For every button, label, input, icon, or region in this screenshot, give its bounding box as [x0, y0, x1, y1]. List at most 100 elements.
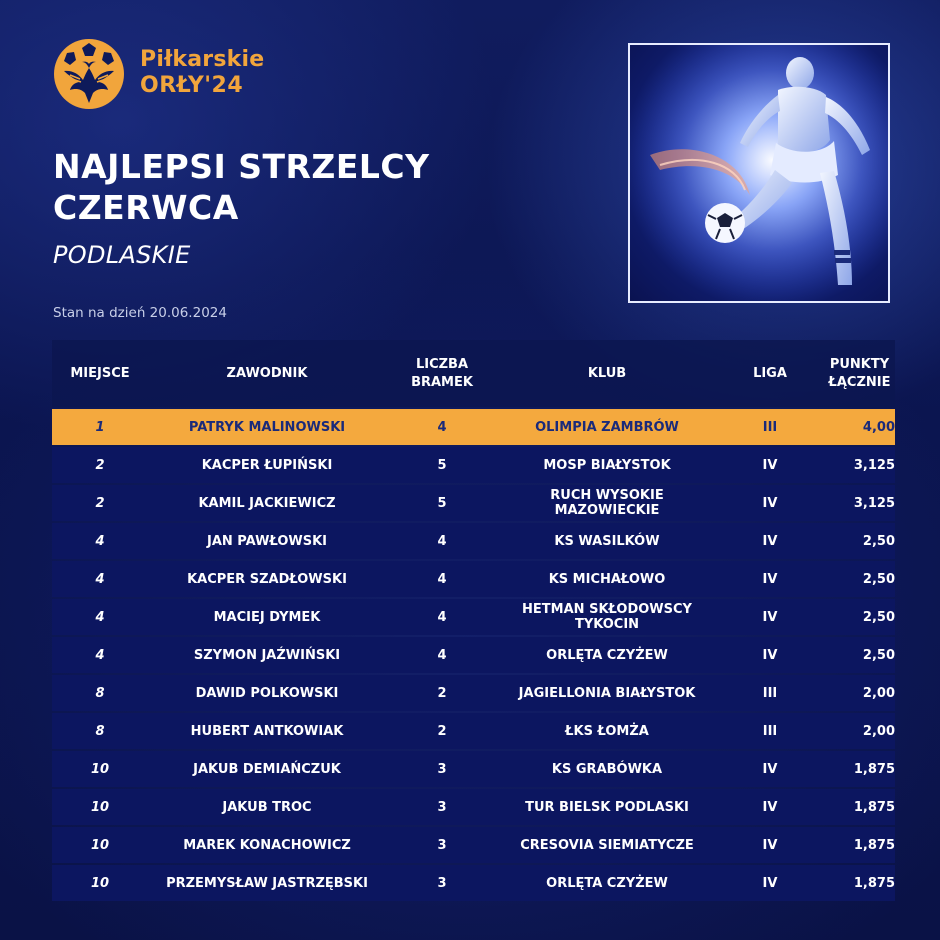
cell-club: KS GRABÓWKA [551, 761, 663, 777]
table-row: 10 JAKUB TROC 3 TUR BIELSK PODLASKI IV 1… [52, 789, 895, 825]
header-points-line2: ŁĄCZNIE [828, 374, 891, 390]
table-row: 1 PATRYK MALINOWSKI 4 OLIMPIA ZAMBRÓW II… [52, 409, 895, 445]
cell-league: IV [762, 571, 778, 587]
cell-league: IV [762, 761, 778, 777]
cell-player: SZYMON JAŹWIŃSKI [193, 647, 341, 663]
cell-league: IV [762, 647, 778, 663]
cell-points: 1,875 [853, 799, 895, 815]
cell-place: 8 [95, 685, 105, 701]
cell-goals: 5 [437, 495, 447, 511]
cell-points: 2,00 [862, 685, 895, 701]
cell-place: 4 [95, 609, 105, 625]
cell-player: PATRYK MALINOWSKI [188, 419, 346, 435]
table-row: 10 MAREK KONACHOWICZ 3 CRESOVIA SIEMIATY… [52, 827, 895, 863]
cell-points: 1,875 [853, 837, 895, 853]
cell-goals: 3 [437, 837, 447, 853]
header-goals: LICZBA BRAMEK [386, 356, 498, 392]
table-row: 4 MACIEJ DYMEK 4 HETMAN SKŁODOWSCY TYKOC… [52, 599, 895, 635]
cell-goals: 2 [437, 723, 447, 739]
cell-league: IV [762, 609, 778, 625]
region-subtitle: PODLASKIE [53, 241, 191, 269]
cell-place: 1 [95, 419, 105, 435]
cell-goals: 4 [437, 647, 447, 663]
cell-league: III [762, 419, 778, 435]
cell-place: 10 [90, 761, 110, 777]
table-row: 2 KAMIL JACKIEWICZ 5 RUCH WYSOKIE MAZOWI… [52, 485, 895, 521]
cell-place: 4 [95, 647, 105, 663]
header-goals-line1: LICZBA [415, 356, 469, 372]
cell-league: IV [762, 837, 778, 853]
cell-points: 2,50 [862, 609, 895, 625]
cell-club: KS WASILKÓW [554, 533, 660, 549]
table-row: 8 HUBERT ANTKOWIAK 2 ŁKS ŁOMŻA III 2,00 [52, 713, 895, 749]
football-player-kick-illustration [630, 45, 888, 301]
table-row: 10 PRZEMYSŁAW JASTRZĘBSKI 3 ORLĘTA CZYŻE… [52, 865, 895, 901]
cell-goals: 2 [437, 685, 447, 701]
cell-player: DAWID POLKOWSKI [195, 685, 339, 701]
cell-club: HETMAN SKŁODOWSCY TYKOCIN [522, 602, 692, 632]
cell-place: 10 [90, 837, 110, 853]
brand-line2: ORŁY'24 [140, 73, 244, 98]
cell-points: 3,125 [853, 457, 895, 473]
brand-line1: Piłkarskie [140, 47, 265, 72]
table-row: 4 KACPER SZADŁOWSKI 4 KS MICHAŁOWO IV 2,… [52, 561, 895, 597]
title-line1: NAJLEPSI STRZELCY [53, 147, 430, 186]
table-row: 10 JAKUB DEMIAŃCZUK 3 KS GRABÓWKA IV 1,8… [52, 751, 895, 787]
cell-club: ORLĘTA CZYŻEW [546, 647, 668, 663]
cell-league: IV [762, 457, 778, 473]
cell-club: TUR BIELSK PODLASKI [525, 799, 689, 815]
cell-player: PRZEMYSŁAW JASTRZĘBSKI [166, 875, 368, 891]
cell-league: IV [762, 875, 778, 891]
page-title: NAJLEPSI STRZELCY CZERWCA [53, 146, 523, 228]
hero-image [628, 43, 890, 303]
cell-player: MAREK KONACHOWICZ [183, 837, 351, 853]
cell-points: 2,50 [862, 647, 895, 663]
cell-goals: 4 [437, 609, 447, 625]
cell-club: CRESOVIA SIEMIATYCZE [520, 837, 694, 853]
header-league: LIGA [753, 365, 787, 381]
title-line2: CZERWCA [53, 188, 239, 227]
cell-club: ORLĘTA CZYŻEW [546, 875, 668, 891]
cell-points: 2,00 [862, 723, 895, 739]
cell-club: RUCH WYSOKIE MAZOWIECKIE [550, 488, 664, 518]
cell-club: JAGIELLONIA BIAŁYSTOK [518, 685, 696, 701]
header-club: KLUB [587, 365, 627, 381]
header-points: PUNKTY ŁĄCZNIE [824, 356, 895, 392]
cell-goals: 3 [437, 761, 447, 777]
header-place: MIEJSCE [70, 365, 130, 381]
cell-player: KACPER ŁUPIŃSKI [201, 457, 333, 473]
cell-goals: 3 [437, 875, 447, 891]
cell-player: MACIEJ DYMEK [213, 609, 321, 625]
cell-place: 2 [95, 495, 105, 511]
table-row: 4 JAN PAWŁOWSKI 4 KS WASILKÓW IV 2,50 [52, 523, 895, 559]
cell-points: 2,50 [862, 533, 895, 549]
table-row: 2 KACPER ŁUPIŃSKI 5 MOSP BIAŁYSTOK IV 3,… [52, 447, 895, 483]
table-header: MIEJSCE ZAWODNIK LICZBA BRAMEK KLUB LIGA… [52, 340, 895, 407]
cell-league: III [762, 685, 778, 701]
cell-goals: 4 [437, 533, 447, 549]
cell-player: JAKUB DEMIAŃCZUK [193, 761, 341, 777]
header-goals-line2: BRAMEK [411, 374, 473, 390]
cell-club: KS MICHAŁOWO [548, 571, 666, 587]
cell-place: 10 [90, 799, 110, 815]
cell-points: 2,50 [862, 571, 895, 587]
cell-league: III [762, 723, 778, 739]
cell-player: JAKUB TROC [222, 799, 312, 815]
cell-goals: 3 [437, 799, 447, 815]
cell-club: OLIMPIA ZAMBRÓW [535, 419, 679, 435]
cell-league: IV [762, 495, 778, 511]
cell-points: 4,00 [862, 419, 895, 435]
cell-place: 4 [95, 533, 105, 549]
header-player: ZAWODNIK [226, 365, 308, 381]
cell-place: 8 [95, 723, 105, 739]
table-row: 4 SZYMON JAŹWIŃSKI 4 ORLĘTA CZYŻEW IV 2,… [52, 637, 895, 673]
cell-club: MOSP BIAŁYSTOK [543, 457, 671, 473]
cell-points: 1,875 [853, 761, 895, 777]
cell-player: KACPER SZADŁOWSKI [187, 571, 347, 587]
scorers-table: MIEJSCE ZAWODNIK LICZBA BRAMEK KLUB LIGA… [52, 340, 895, 901]
cell-club: ŁKS ŁOMŻA [565, 723, 649, 739]
cell-place: 4 [95, 571, 105, 587]
cell-points: 1,875 [853, 875, 895, 891]
cell-place: 2 [95, 457, 105, 473]
